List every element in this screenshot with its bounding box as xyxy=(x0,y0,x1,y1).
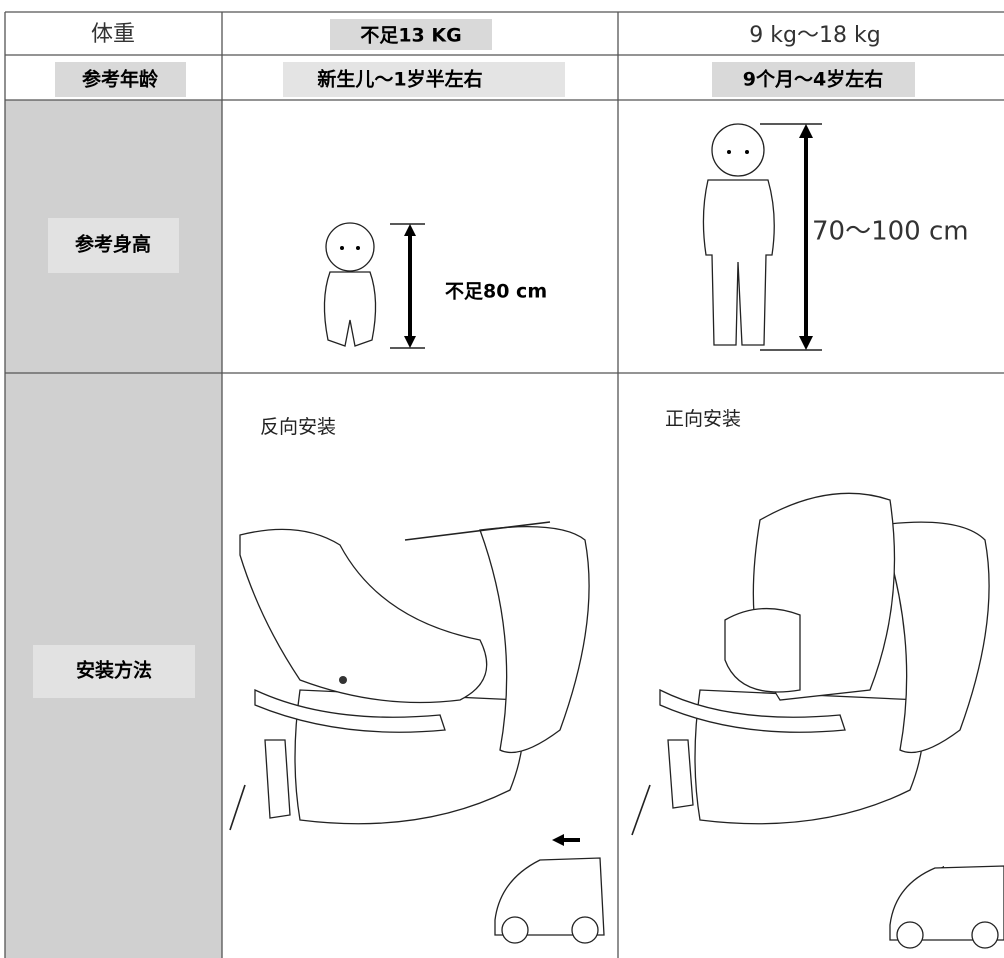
cell-text: 9 kg～18 kg xyxy=(749,23,880,48)
forward-facing-seat-illustration xyxy=(631,492,1004,949)
cell-text: 参考年龄 xyxy=(82,68,159,91)
child-illustration xyxy=(702,123,822,351)
table-grid xyxy=(4,11,1004,958)
cell-text: 不足13 KG xyxy=(360,25,461,47)
label-box xyxy=(330,19,492,50)
cell-text: 安装方法 xyxy=(76,659,152,682)
cell-text: 9个月～4岁左右 xyxy=(743,68,883,91)
cell-text: 70～100 cm xyxy=(812,217,969,247)
cell-text: 体重 xyxy=(91,22,135,47)
label-box xyxy=(48,218,179,273)
label-box xyxy=(33,645,195,698)
label-box xyxy=(283,62,565,97)
cell-text: 正向安装 xyxy=(665,408,741,430)
cell-text: 反向安装 xyxy=(260,416,336,438)
cell-text: 不足80 cm xyxy=(445,281,547,303)
cell-text: 参考身高 xyxy=(75,233,151,256)
baby-illustration xyxy=(323,222,425,349)
label-box xyxy=(55,62,186,97)
cell-text: 新生儿～1岁半左右 xyxy=(317,68,482,91)
rear-facing-seat-illustration xyxy=(229,521,605,944)
label-box xyxy=(712,62,915,97)
